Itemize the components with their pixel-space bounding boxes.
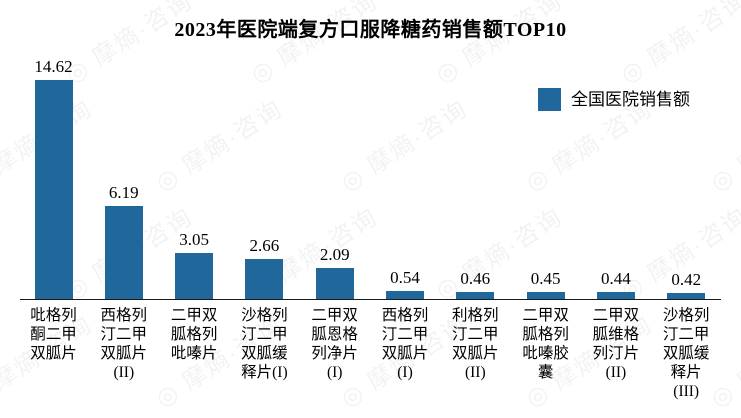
bar	[386, 291, 424, 299]
bar	[456, 292, 495, 299]
x-axis-label: 二甲双 胍恩格 列净片 (I)	[311, 307, 358, 381]
x-axis-label: 沙格列 汀二甲 双胍缓 释片 (III)	[662, 307, 710, 400]
bar	[34, 80, 73, 299]
bar-value-label: 0.44	[601, 269, 631, 289]
legend-color-swatch	[538, 88, 561, 111]
x-axis-label: 吡格列 酮二甲 双胍片	[30, 307, 77, 362]
bar	[175, 253, 214, 299]
bar	[315, 268, 354, 299]
bar-column: 3.05	[175, 0, 214, 300]
bar-column: 14.62	[34, 0, 73, 300]
x-axis-label: 二甲双 胍格列 吡嗪片	[170, 307, 218, 362]
bar-value-label: 0.45	[530, 269, 561, 289]
bar-value-label: 6.19	[108, 183, 139, 203]
x-axis-label: 沙格列 汀二甲 双胍缓 释片(I)	[241, 307, 288, 381]
x-axis-label: 利格列 汀二甲 双胍片 (II)	[452, 307, 499, 381]
bar-column: 6.19	[104, 0, 143, 300]
x-axis-labels: 吡格列 酮二甲 双胍片 西格列 汀二甲 双胍片 (II) 二甲双 胍格列 吡嗪片 沙格…	[0, 306, 741, 418]
x-axis-label: 西格列 汀二甲 双胍片 (I)	[381, 307, 429, 381]
bar-value-label: 2.09	[319, 245, 350, 265]
bar-column: 0.46	[456, 0, 495, 300]
bar-value-label: 3.05	[179, 230, 209, 250]
bar-value-label: 2.66	[249, 236, 280, 256]
bar	[596, 292, 635, 299]
bar	[104, 206, 143, 299]
x-axis-line	[20, 298, 721, 300]
chart-title: 2023年医院端复方口服降糖药销售额TOP10	[174, 19, 567, 41]
legend-label: 全国医院销售额	[571, 90, 690, 109]
bar-value-label: 0.42	[671, 270, 702, 290]
bar	[667, 293, 706, 299]
bar-column: 0.44	[596, 0, 635, 300]
x-axis-label: 二甲双 胍格列 吡嗪胶 囊	[522, 307, 569, 381]
bar-column: 2.66	[245, 0, 284, 300]
bar-column: 0.45	[526, 0, 565, 300]
bar-column: 0.42	[667, 0, 706, 300]
x-axis-label: 二甲双 胍维格 列汀片 (II)	[592, 307, 640, 381]
bar-column: 0.54	[386, 0, 424, 300]
bar-value-label: 0.54	[390, 268, 420, 288]
bar-column: 2.09	[315, 0, 354, 300]
bar	[526, 292, 565, 299]
bar-value-label: 14.62	[34, 57, 73, 77]
bar-value-label: 0.46	[460, 269, 491, 289]
x-axis-label: 西格列 汀二甲 双胍片 (II)	[100, 307, 148, 381]
legend: 全国医院销售额	[538, 88, 690, 111]
bar	[245, 259, 284, 299]
plot-area: 14.62 6.19 3.05 2.66 2.09 0.54 0.46 0.45 0.44 0.4…	[20, 0, 721, 300]
